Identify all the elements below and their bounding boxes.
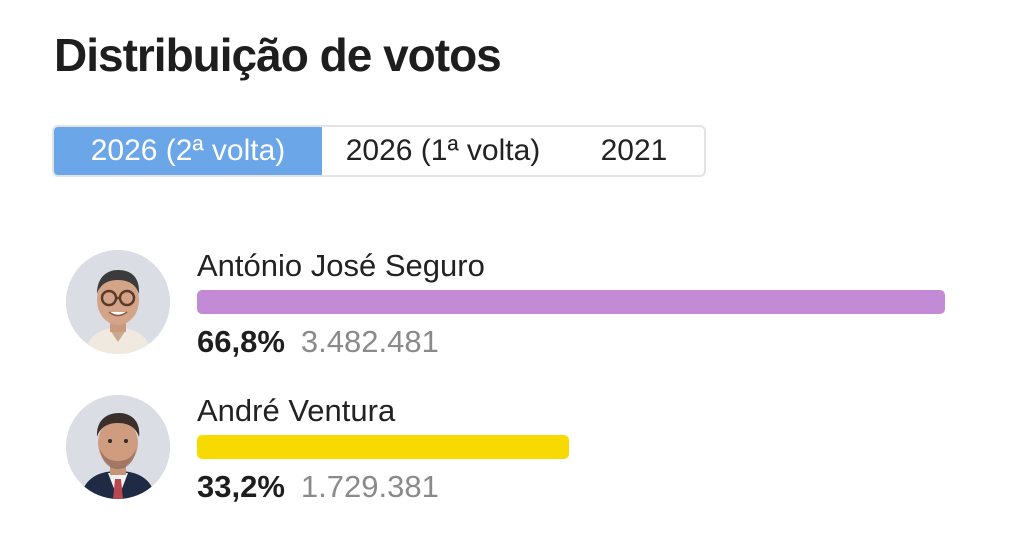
candidate-row-seguro: António José Seguro 66,8% 3.482.481 [0,238,1024,368]
page-title: Distribuição de votos [54,29,502,81]
candidate-name: António José Seguro [197,248,485,283]
vote-bar-fill [197,290,945,314]
candidate-stats: 33,2% 1.729.381 [197,469,439,505]
election-tabs: 2026 (2ª volta) 2026 (1ª volta) 2021 [52,125,706,177]
vote-bar-track [197,435,945,459]
vote-bar-track [197,290,945,314]
person-photo-glasses-icon [66,250,170,354]
person-photo-suit-icon [66,395,170,499]
vote-percentage: 66,8% [197,324,285,359]
candidate-name: André Ventura [197,393,396,428]
candidate-avatar-ventura [66,395,170,499]
vote-count: 3.482.481 [300,324,439,359]
tab-2021[interactable]: 2021 [600,134,668,167]
tab-2026-first-round[interactable]: 2026 (1ª volta) [345,134,541,167]
candidate-avatar-seguro [66,250,170,354]
tab-2026-second-round[interactable]: 2026 (2ª volta) [54,127,322,175]
candidate-stats: 66,8% 3.482.481 [197,324,439,360]
vote-bar-fill [197,435,569,459]
candidate-row-ventura: André Ventura 33,2% 1.729.381 [0,383,1024,513]
vote-count: 1.729.381 [300,469,439,504]
vote-percentage: 33,2% [197,469,285,504]
